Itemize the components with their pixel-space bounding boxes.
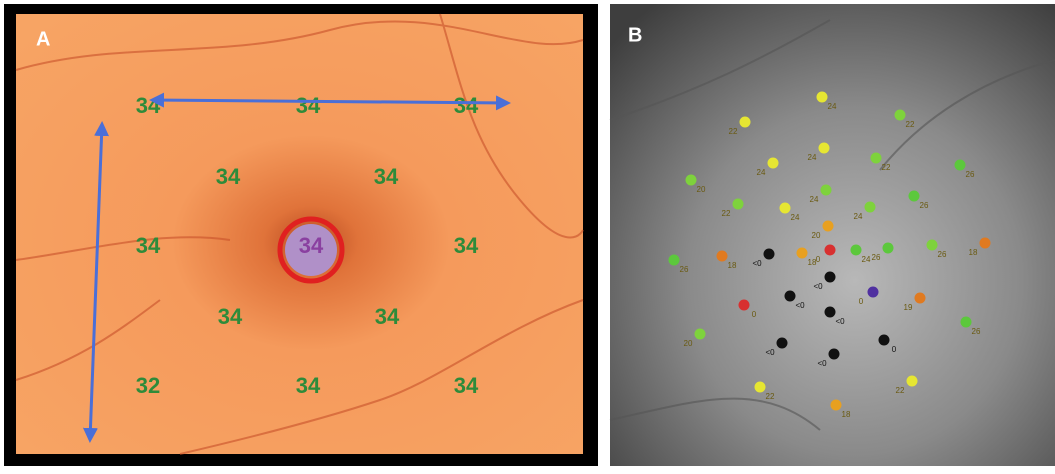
test-point bbox=[871, 153, 882, 164]
test-point bbox=[768, 158, 779, 169]
test-point bbox=[733, 199, 744, 210]
test-point bbox=[955, 160, 966, 171]
test-point bbox=[825, 307, 836, 318]
point-value: 24 bbox=[808, 153, 817, 162]
threshold-value: 34 bbox=[375, 304, 400, 329]
test-point bbox=[823, 221, 834, 232]
test-point bbox=[907, 376, 918, 387]
point-value: 24 bbox=[791, 213, 800, 222]
point-value: <0 bbox=[817, 359, 827, 368]
test-point bbox=[785, 291, 796, 302]
point-value: 24 bbox=[828, 102, 837, 111]
point-value: 20 bbox=[812, 231, 821, 240]
point-value: 0 bbox=[752, 310, 757, 319]
test-point bbox=[825, 245, 836, 256]
point-value: 18 bbox=[842, 410, 851, 419]
point-value: 26 bbox=[680, 265, 689, 274]
test-point bbox=[740, 117, 751, 128]
test-point bbox=[961, 317, 972, 328]
point-value: 22 bbox=[766, 392, 775, 401]
point-value: 22 bbox=[882, 163, 891, 172]
threshold-value: 34 bbox=[374, 164, 399, 189]
point-value: 22 bbox=[729, 127, 738, 136]
point-value: 22 bbox=[906, 120, 915, 129]
test-point bbox=[755, 382, 766, 393]
threshold-value: 34 bbox=[454, 233, 479, 258]
point-value: <0 bbox=[813, 282, 823, 291]
test-point bbox=[831, 400, 842, 411]
threshold-value: 34 bbox=[296, 373, 321, 398]
threshold-value: 34 bbox=[136, 233, 161, 258]
threshold-value: 34 bbox=[216, 164, 241, 189]
test-point bbox=[764, 249, 775, 260]
test-point bbox=[825, 272, 836, 283]
point-value: 26 bbox=[872, 253, 881, 262]
test-point bbox=[909, 191, 920, 202]
test-point bbox=[686, 175, 697, 186]
test-point bbox=[821, 185, 832, 196]
point-value: 20 bbox=[684, 339, 693, 348]
point-value: <0 bbox=[795, 301, 805, 310]
test-point bbox=[780, 203, 791, 214]
test-point bbox=[865, 202, 876, 213]
point-value: 22 bbox=[722, 209, 731, 218]
point-value: 18 bbox=[969, 248, 978, 257]
threshold-value: 34 bbox=[454, 373, 479, 398]
threshold-value: 34 bbox=[296, 93, 321, 118]
microperimetry-image bbox=[610, 4, 1055, 466]
point-value: 24 bbox=[862, 255, 871, 264]
point-value: 26 bbox=[920, 201, 929, 210]
test-point bbox=[980, 238, 991, 249]
point-value: 0 bbox=[859, 297, 864, 306]
page: A 34343434343434343434323434 B 242222242… bbox=[0, 0, 1055, 474]
test-point bbox=[868, 287, 879, 298]
threshold-value: 34 bbox=[454, 93, 479, 118]
test-point bbox=[879, 335, 890, 346]
point-value: 24 bbox=[854, 212, 863, 221]
test-point bbox=[669, 255, 680, 266]
point-value: 0 bbox=[816, 255, 821, 264]
point-value: <0 bbox=[752, 259, 762, 268]
panel-label: A bbox=[36, 28, 50, 50]
test-point bbox=[851, 245, 862, 256]
test-point bbox=[895, 110, 906, 121]
test-point bbox=[927, 240, 938, 251]
point-value: 24 bbox=[810, 195, 819, 204]
test-point bbox=[739, 300, 750, 311]
figure: A 34343434343434343434323434 B 242222242… bbox=[0, 0, 1055, 469]
test-point bbox=[883, 243, 894, 254]
point-value: 26 bbox=[938, 250, 947, 259]
point-value: 24 bbox=[757, 168, 766, 177]
point-value: 22 bbox=[896, 386, 905, 395]
test-point bbox=[829, 349, 840, 360]
point-value: 26 bbox=[966, 170, 975, 179]
point-value: 0 bbox=[892, 345, 897, 354]
test-point bbox=[817, 92, 828, 103]
point-value: <0 bbox=[835, 317, 845, 326]
point-value: 26 bbox=[972, 327, 981, 336]
panel-label: B bbox=[628, 24, 642, 46]
point-value: 19 bbox=[904, 303, 913, 312]
test-point bbox=[777, 338, 788, 349]
test-point bbox=[717, 251, 728, 262]
test-point bbox=[797, 248, 808, 259]
test-point bbox=[915, 293, 926, 304]
threshold-value: 34 bbox=[299, 233, 324, 258]
point-value: 20 bbox=[697, 185, 706, 194]
threshold-value: 32 bbox=[136, 373, 160, 398]
point-value: 18 bbox=[728, 261, 737, 270]
threshold-value: 34 bbox=[218, 304, 243, 329]
threshold-value: 34 bbox=[136, 93, 161, 118]
test-point bbox=[695, 329, 706, 340]
point-value: <0 bbox=[765, 348, 775, 357]
test-point bbox=[819, 143, 830, 154]
